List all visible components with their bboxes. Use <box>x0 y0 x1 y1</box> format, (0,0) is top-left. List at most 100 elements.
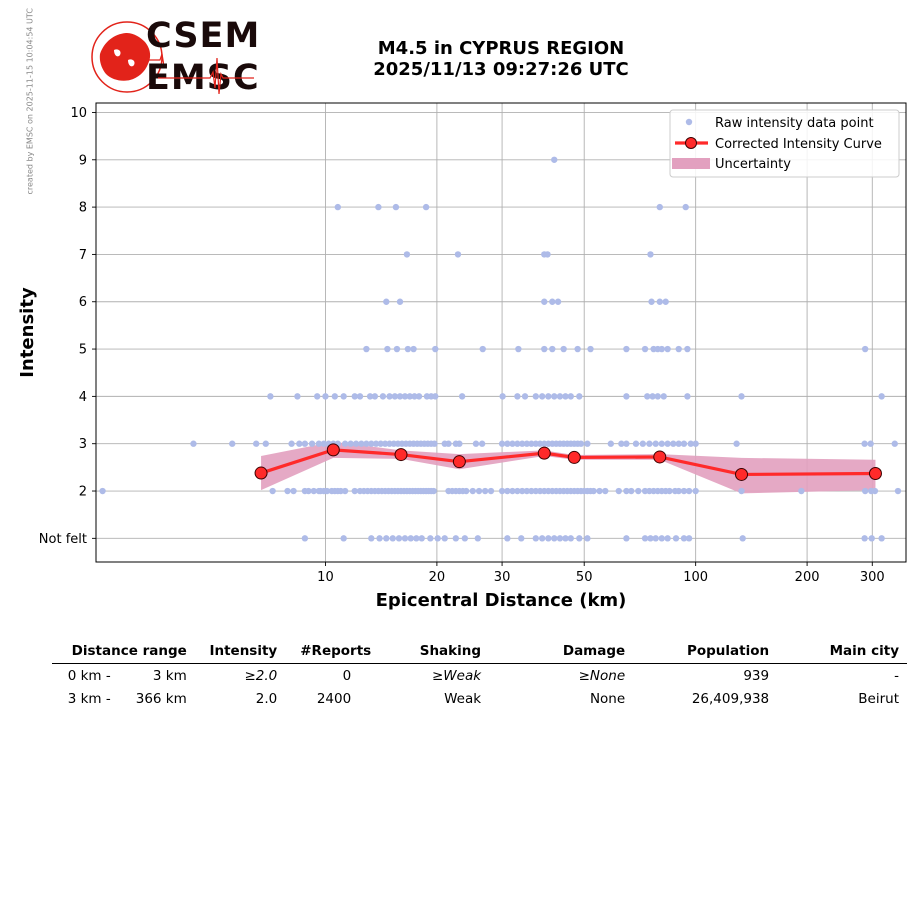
raw-data-point <box>532 535 539 542</box>
raw-data-point <box>607 440 615 447</box>
raw-data-point <box>675 345 682 353</box>
y-tick-label: 2 <box>79 485 87 500</box>
globe-logo-icon <box>91 21 164 93</box>
header-damage: Damage <box>489 640 634 664</box>
raw-data-point <box>528 487 535 495</box>
reports-value: 2400 <box>316 691 352 707</box>
x-axis-label: Epicentral Distance (km) <box>376 590 627 611</box>
raw-data-point <box>652 440 659 447</box>
raw-data-point <box>341 487 349 495</box>
x-tick-label: 30 <box>494 570 511 585</box>
raw-data-point <box>891 440 898 447</box>
raw-data-point <box>401 393 409 400</box>
raw-data-point <box>376 535 383 542</box>
header-shaking: Shaking <box>379 640 490 664</box>
raw-data-point <box>475 487 483 495</box>
raw-data-point <box>680 440 688 447</box>
raw-data-point <box>692 440 699 447</box>
raw-data-point <box>618 440 625 447</box>
raw-data-point <box>406 393 414 400</box>
raw-data-point <box>432 393 439 400</box>
raw-data-point <box>456 440 463 447</box>
raw-data-point <box>670 440 677 447</box>
raw-data-point <box>623 535 630 542</box>
raw-data-point <box>463 487 470 495</box>
raw-data-point <box>347 440 354 447</box>
raw-data-point <box>509 487 516 495</box>
raw-data-point <box>386 393 393 400</box>
raw-data-point <box>623 393 630 400</box>
intensity-value: ≥2.0 <box>244 668 278 684</box>
raw-data-point <box>692 487 699 495</box>
raw-data-point <box>519 440 526 447</box>
raw-data-point <box>590 487 597 495</box>
table-header-row: Distance range Intensity #Reports Shakin… <box>52 640 907 664</box>
damage-value: None <box>589 691 626 707</box>
raw-data-point <box>389 535 396 542</box>
raw-data-point <box>541 345 548 353</box>
raw-data-point <box>656 298 663 305</box>
y-tick-label: Not felt <box>39 532 87 547</box>
raw-data-point <box>458 393 466 400</box>
raw-data-point <box>301 535 309 542</box>
raw-data-point <box>654 393 661 400</box>
raw-data-point <box>538 535 546 542</box>
raw-data-point <box>738 393 745 400</box>
raw-data-point <box>658 535 665 542</box>
raw-data-point <box>415 393 423 400</box>
raw-data-point <box>861 487 869 495</box>
raw-data-point <box>474 535 482 542</box>
raw-data-point <box>649 393 656 400</box>
raw-data-point <box>878 393 885 400</box>
raw-data-point <box>461 535 469 542</box>
raw-data-point <box>413 535 420 542</box>
y-axis-label: Intensity <box>17 287 38 378</box>
x-tick-label: 200 <box>795 570 820 585</box>
curve-marker <box>254 466 268 480</box>
raw-data-point <box>538 393 546 400</box>
header-reports: #Reports <box>285 640 380 664</box>
raw-data-point <box>685 487 693 495</box>
raw-data-point <box>623 440 630 447</box>
raw-data-point <box>434 535 441 542</box>
raw-data-point <box>403 251 411 258</box>
raw-data-point <box>401 535 409 542</box>
raw-data-point <box>675 440 682 447</box>
raw-data-point <box>498 487 506 495</box>
intensity-distance-chart: Not felt 2 3 4 5 6 7 8 9 10 10 20 30 50 100 200 300 Epic… <box>17 102 907 611</box>
raw-data-point <box>733 440 740 447</box>
y-tick-label: 6 <box>79 295 87 310</box>
raw-data-point <box>99 487 106 495</box>
raw-data-point <box>363 345 370 353</box>
raw-data-point <box>861 535 868 542</box>
uncertainty-band <box>261 441 876 494</box>
raw-data-point <box>290 487 297 495</box>
x-tick-label: 20 <box>429 570 446 585</box>
legend-box <box>669 109 900 178</box>
intensity-value: 2.0 <box>255 691 278 707</box>
raw-data-point <box>685 535 693 542</box>
raw-data-point <box>481 487 489 495</box>
raw-data-point <box>658 345 665 353</box>
raw-data-point <box>229 440 236 447</box>
raw-data-point <box>331 393 339 400</box>
x-tick-label: 10 <box>317 570 334 585</box>
raw-data-point <box>684 393 691 400</box>
raw-data-point <box>623 487 630 495</box>
raw-data-point <box>366 393 374 400</box>
raw-data-point <box>551 156 558 163</box>
raw-data-point <box>469 487 476 495</box>
raw-data-point <box>562 393 569 400</box>
raw-data-point <box>478 440 486 447</box>
raw-data-point <box>587 345 594 353</box>
table-row: 3 km - 366 km 2.0 2400 Weak None 26,409,… <box>52 687 907 710</box>
raw-data-point <box>372 440 380 447</box>
legend-uncertainty-label: Uncertainty <box>715 157 791 172</box>
raw-data-point <box>487 487 495 495</box>
raw-data-point <box>894 487 902 495</box>
raw-data-point <box>577 440 585 447</box>
raw-data-point <box>664 535 671 542</box>
y-tick-label: 4 <box>79 390 87 405</box>
raw-data-point <box>639 440 647 447</box>
raw-data-point <box>334 203 342 211</box>
